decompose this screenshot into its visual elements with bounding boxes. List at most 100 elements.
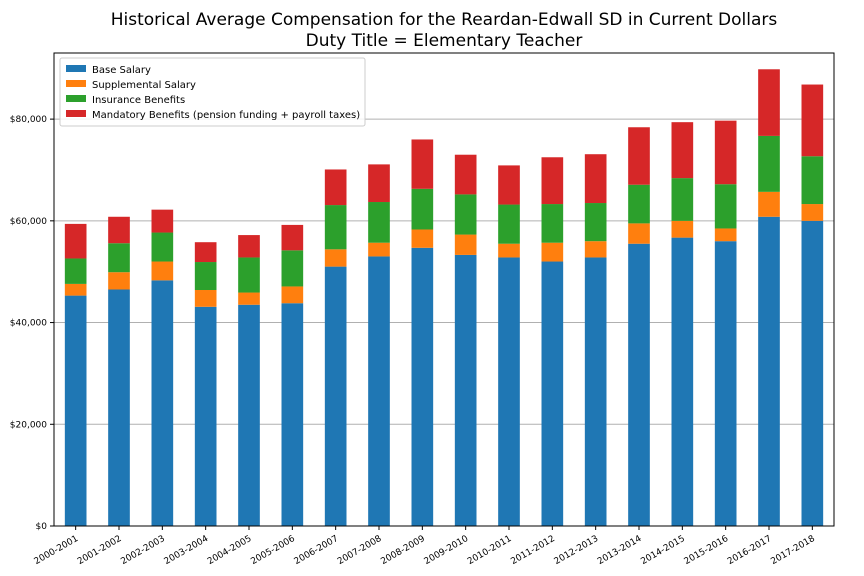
legend-label: Insurance Benefits	[92, 95, 185, 106]
legend-swatch	[66, 95, 86, 102]
x-tick-label: 2004-2005	[206, 534, 253, 567]
bar-series-0-2011-2012	[541, 261, 564, 526]
bar-series-1-2004-2005	[238, 292, 260, 305]
bar-series-1-2013-2014	[628, 223, 650, 244]
bar-series-1-2008-2009	[411, 229, 434, 248]
x-tick-label: 2006-2007	[293, 534, 340, 567]
bar-series-2-2004-2005	[238, 257, 260, 293]
bar-series-3-2006-2007	[324, 169, 347, 206]
legend: Base Salary Supplemental Salary Insurance …	[59, 57, 366, 127]
bar-series-2-2015-2016	[714, 184, 737, 229]
x-tick-label: 2000-2001	[33, 534, 80, 567]
x-tick-label: 2001-2002	[76, 534, 123, 567]
y-tick-label: $20,000	[10, 420, 47, 430]
bars	[64, 69, 824, 527]
bar-series-0-2016-2017	[758, 216, 780, 526]
x-tick-label: 2016-2017	[726, 534, 773, 567]
x-tick-label: 2012-2013	[553, 534, 600, 567]
bar-series-1-2015-2016	[714, 228, 737, 242]
legend-swatch	[66, 110, 86, 117]
bar-series-3-2017-2018	[801, 84, 824, 157]
bar-series-0-2003-2004	[194, 306, 217, 526]
bar-series-3-2007-2008	[368, 164, 390, 203]
bar-series-1-2005-2006	[281, 286, 304, 304]
legend-label: Base Salary	[92, 65, 151, 76]
y-tick-label: $40,000	[10, 319, 47, 329]
bar-series-2-2005-2006	[281, 250, 304, 287]
bar-series-3-2015-2016	[714, 120, 737, 185]
bar-series-2-2008-2009	[411, 188, 434, 230]
bar-series-3-2008-2009	[411, 139, 434, 189]
bar-series-3-2014-2015	[671, 122, 694, 179]
bar-series-2-2014-2015	[671, 178, 694, 221]
bar-series-1-2009-2010	[454, 234, 477, 255]
x-tick-label: 2002-2003	[119, 534, 166, 567]
x-tick-label: 2017-2018	[769, 534, 817, 567]
bar-series-0-2015-2016	[714, 241, 737, 526]
y-axis: $0 $20,000 $40,000 $60,000 $80,000	[10, 115, 54, 532]
bar-series-0-2014-2015	[671, 237, 694, 527]
x-tick-label: 2009-2010	[423, 534, 471, 567]
bar-series-1-2006-2007	[324, 249, 347, 267]
bar-series-0-2017-2018	[801, 220, 824, 526]
chart-title-line-1: Historical Average Compensation for the …	[111, 10, 778, 30]
bar-series-2-2003-2004	[194, 262, 217, 291]
x-tick-label: 2003-2004	[163, 534, 211, 567]
bar-series-3-2012-2013	[584, 154, 607, 204]
y-tick-label: $0	[36, 522, 48, 532]
bar-series-0-2006-2007	[324, 266, 347, 526]
bar-series-1-2011-2012	[541, 242, 564, 262]
bar-series-3-2016-2017	[758, 69, 780, 136]
bar-series-0-2001-2002	[108, 289, 130, 526]
bar-series-0-2005-2006	[281, 303, 304, 526]
bar-series-1-2017-2018	[801, 204, 824, 221]
plot-frame	[53, 52, 835, 527]
bar-series-3-2004-2005	[238, 235, 260, 258]
bar-series-0-2007-2008	[368, 256, 390, 526]
bar-series-3-2001-2002	[108, 216, 130, 244]
x-tick-label: 2005-2006	[249, 534, 297, 567]
bar-series-1-2000-2001	[64, 283, 87, 296]
bar-series-2-2009-2010	[454, 194, 477, 235]
legend-swatch	[66, 80, 86, 87]
bar-series-2-2002-2003	[151, 232, 174, 262]
bar-series-3-2013-2014	[628, 127, 650, 185]
bar-series-1-2014-2015	[671, 220, 694, 238]
bar-series-2-2010-2011	[498, 204, 520, 244]
bar-series-1-2001-2002	[108, 272, 130, 290]
x-tick-label: 2013-2014	[596, 534, 644, 567]
x-tick-label: 2014-2015	[639, 534, 686, 567]
bar-series-0-2009-2010	[454, 254, 477, 527]
bar-series-3-2002-2003	[151, 209, 174, 233]
bar-series-1-2016-2017	[758, 191, 780, 217]
bar-series-2-2012-2013	[584, 203, 607, 242]
bar-series-2-2017-2018	[801, 156, 824, 205]
bar-series-0-2002-2003	[151, 280, 174, 526]
bar-series-3-2011-2012	[541, 157, 564, 205]
bar-series-2-2000-2001	[64, 258, 87, 284]
bar-series-3-2005-2006	[281, 224, 304, 251]
bar-series-2-2011-2012	[541, 204, 564, 243]
chart-title-line-2: Duty Title = Elementary Teacher	[306, 31, 583, 51]
y-tick-label: $60,000	[10, 217, 47, 227]
x-tick-label: 2007-2008	[336, 534, 384, 567]
bar-series-1-2010-2011	[498, 243, 520, 258]
bar-series-0-2012-2013	[584, 257, 607, 526]
x-tick-label: 2011-2012	[509, 534, 556, 567]
legend-box	[59, 57, 366, 127]
bar-series-2-2001-2002	[108, 243, 130, 273]
legend-label: Mandatory Benefits (pension funding + pa…	[92, 110, 360, 121]
x-tick-label: 2015-2016	[683, 534, 731, 567]
y-tick-label: $80,000	[10, 115, 47, 125]
bar-series-0-2013-2014	[628, 243, 650, 526]
bar-series-2-2016-2017	[758, 135, 780, 192]
bar-series-1-2003-2004	[194, 290, 217, 307]
bar-series-0-2008-2009	[411, 247, 434, 526]
bar-series-2-2007-2008	[368, 202, 390, 243]
bar-series-0-2000-2001	[64, 295, 87, 526]
x-axis: 2000-20012001-20022002-20032003-20042004…	[33, 526, 817, 567]
legend-swatch	[66, 65, 86, 72]
bar-series-3-2003-2004	[194, 242, 217, 263]
bar-series-1-2007-2008	[368, 242, 390, 257]
bar-series-1-2012-2013	[584, 241, 607, 258]
